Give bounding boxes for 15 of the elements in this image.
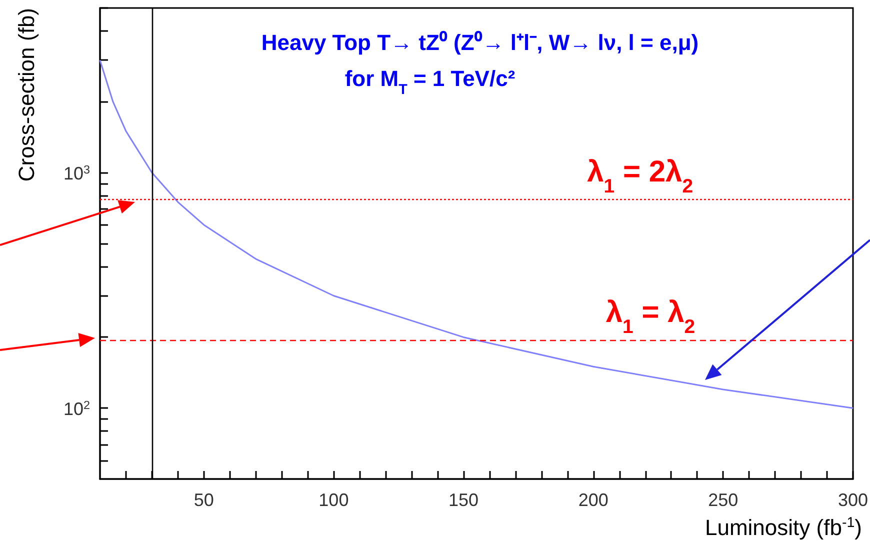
text: Heavy Top T→ tZ⁰ (Z⁰→ l⁺l⁻, W→ lν, l = e,μ) bbox=[261, 30, 699, 55]
y-tick-label: 10$^{3}$ bbox=[63, 163, 90, 184]
x-tick-label: 150 bbox=[448, 490, 479, 510]
x-axis-title: Luminosity (fb$^{-1}$) bbox=[705, 515, 862, 540]
text: for M$_{T}$ = 1 TeV/c² bbox=[344, 66, 516, 98]
x-tick-label: 50 bbox=[194, 490, 214, 510]
annotation: λ$_{1}$ = λ$_{2}$ bbox=[606, 296, 696, 338]
x-tick-label: 300 bbox=[838, 490, 868, 510]
line-series bbox=[99, 59, 854, 409]
x-tick-label: 100 bbox=[318, 490, 349, 510]
annotation: λ$_{1}$ = 2λ$_{2}$ bbox=[587, 155, 694, 198]
y-tick-label: 10$^{2}$ bbox=[63, 398, 90, 420]
x-tick-label: 250 bbox=[708, 490, 738, 510]
x-tick-label: 200 bbox=[578, 490, 608, 510]
y-axis-title: Cross-section (fb) bbox=[14, 8, 39, 182]
